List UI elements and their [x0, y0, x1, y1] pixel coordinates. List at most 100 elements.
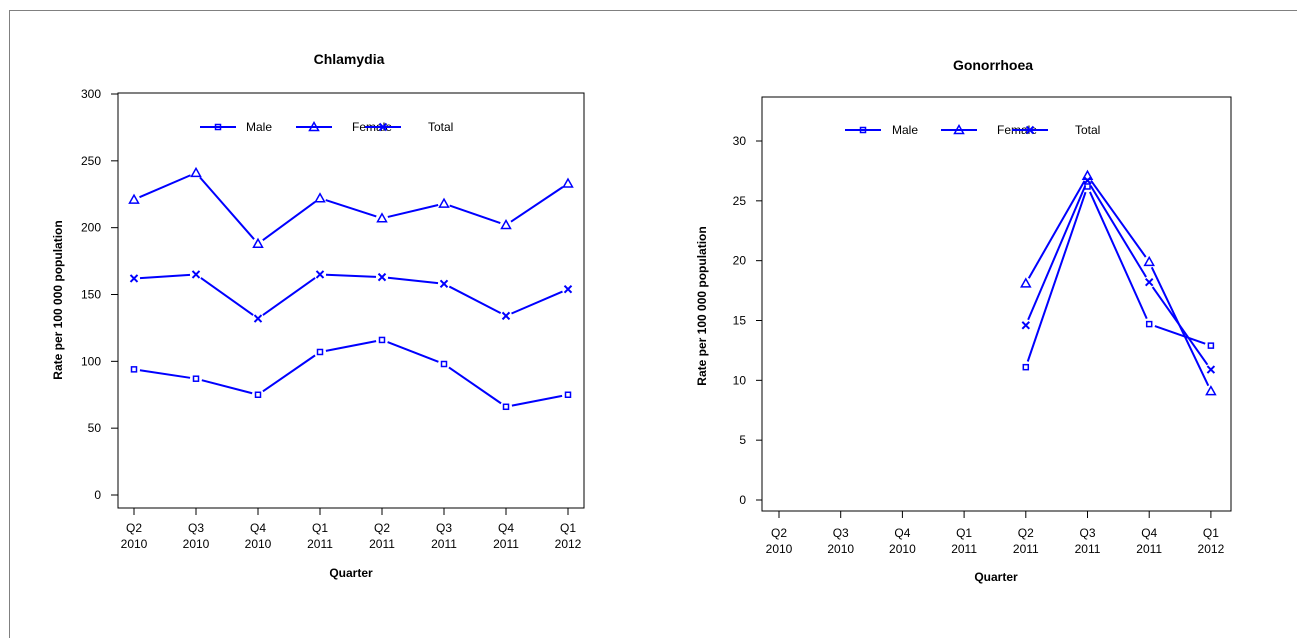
total-point — [315, 270, 325, 279]
x-tick-label: 2011 — [1075, 542, 1101, 556]
x-tick-label: 2010 — [245, 537, 272, 551]
female-series-line — [199, 176, 255, 240]
female-series-line — [262, 201, 316, 241]
y-tick-label: 20 — [733, 254, 747, 268]
y-tick-label: 200 — [81, 221, 101, 235]
female-series-line — [387, 204, 439, 218]
total-series-line — [1089, 185, 1147, 278]
x-tick-label: Q2 — [374, 521, 390, 535]
male-point — [1022, 363, 1030, 371]
x-tick-label: Q3 — [436, 521, 452, 535]
total-series-line — [200, 277, 254, 316]
total-point — [1021, 321, 1031, 330]
female-series-line — [139, 174, 191, 199]
male-series-line — [201, 379, 253, 395]
male-point — [378, 336, 386, 344]
x-tick-label: Q1 — [312, 521, 328, 535]
x-tick-label: Q1 — [1203, 526, 1219, 540]
x-tick-label: Q1 — [560, 521, 576, 535]
female-legend-marker — [308, 120, 320, 132]
x-tick-label: Q4 — [894, 526, 910, 540]
female-point — [128, 193, 140, 204]
male-series-line — [139, 369, 191, 379]
male-series-line — [387, 341, 439, 363]
x-tick-label: 2010 — [121, 537, 148, 551]
male-point — [254, 391, 262, 398]
female-series-line — [1090, 179, 1147, 258]
plot-frame — [9, 10, 1297, 638]
male-point — [316, 348, 324, 356]
male-series-line — [1026, 191, 1087, 362]
female-series-line — [510, 186, 564, 223]
x-tick-label: 2010 — [183, 537, 210, 551]
female-point — [314, 192, 326, 203]
male-series-line — [1154, 325, 1206, 345]
y-axis-label: Rate per 100 000 population — [51, 220, 65, 379]
y-tick-label: 30 — [733, 134, 747, 148]
total-point — [253, 314, 263, 323]
y-tick-label: 300 — [81, 87, 101, 101]
total-legend-label: Total — [1075, 123, 1100, 137]
total-legend-marker — [378, 122, 388, 132]
x-tick-label: 2011 — [493, 537, 519, 551]
x-tick-label: 2012 — [555, 537, 582, 551]
x-tick-label: 2012 — [1198, 542, 1225, 556]
male-legend-label: Male — [892, 123, 918, 137]
x-tick-label: Q4 — [1141, 526, 1157, 540]
male-point — [440, 360, 448, 368]
total-series-line — [1027, 185, 1087, 321]
y-tick-label: 150 — [81, 288, 101, 302]
x-tick-label: 2011 — [1013, 542, 1039, 556]
y-tick-label: 10 — [733, 373, 747, 387]
chart-title: Chlamydia — [314, 51, 385, 67]
x-axis-label: Quarter — [974, 570, 1018, 584]
female-point — [1020, 277, 1032, 288]
total-series-line — [387, 276, 439, 285]
plot-area — [761, 96, 1232, 512]
male-series-line — [511, 394, 563, 407]
y-tick-label: 25 — [733, 194, 747, 208]
plot-area — [117, 92, 585, 509]
total-point — [191, 270, 201, 279]
female-point — [500, 218, 512, 230]
total-series-line — [448, 285, 502, 315]
total-series-line — [511, 290, 563, 315]
male-point — [1145, 320, 1153, 328]
x-tick-label: Q2 — [771, 526, 787, 540]
y-tick-label: 0 — [94, 488, 101, 502]
y-axis-label: Rate per 100 000 population — [695, 226, 709, 385]
y-tick-label: 0 — [739, 493, 746, 507]
female-legend-marker — [953, 123, 965, 135]
x-tick-label: Q1 — [956, 526, 972, 540]
male-point — [502, 403, 510, 411]
male-series-line — [1089, 191, 1148, 320]
y-tick-label: 50 — [88, 421, 102, 435]
x-tick-label: 2011 — [307, 537, 333, 551]
x-axis-label: Quarter — [329, 566, 373, 580]
female-series-line — [325, 199, 377, 218]
male-point — [1207, 342, 1215, 349]
y-tick-label: 5 — [739, 433, 746, 447]
total-point — [1144, 277, 1154, 287]
male-series-line — [325, 340, 377, 352]
x-tick-label: 2011 — [1136, 542, 1162, 556]
y-tick-label: 15 — [733, 314, 747, 328]
male-point — [564, 391, 572, 398]
male-legend-marker — [859, 126, 867, 134]
total-point — [1206, 365, 1216, 374]
x-tick-label: 2010 — [766, 542, 793, 556]
male-legend-marker — [214, 123, 222, 131]
chlamydia-chart: Chlamydia Quarter Rate per 100 000 popul… — [51, 51, 585, 580]
total-point — [377, 272, 387, 282]
x-tick-label: 2010 — [889, 542, 916, 556]
male-series-line — [262, 354, 316, 393]
x-tick-label: Q4 — [498, 521, 514, 535]
x-tick-label: 2011 — [431, 537, 457, 551]
total-series-line — [262, 277, 316, 316]
female-series-line — [1027, 180, 1086, 279]
x-tick-label: 2010 — [827, 542, 854, 556]
male-series-line — [448, 366, 502, 405]
total-point — [129, 274, 139, 283]
total-point — [501, 311, 511, 321]
y-tick-label: 100 — [81, 354, 101, 368]
